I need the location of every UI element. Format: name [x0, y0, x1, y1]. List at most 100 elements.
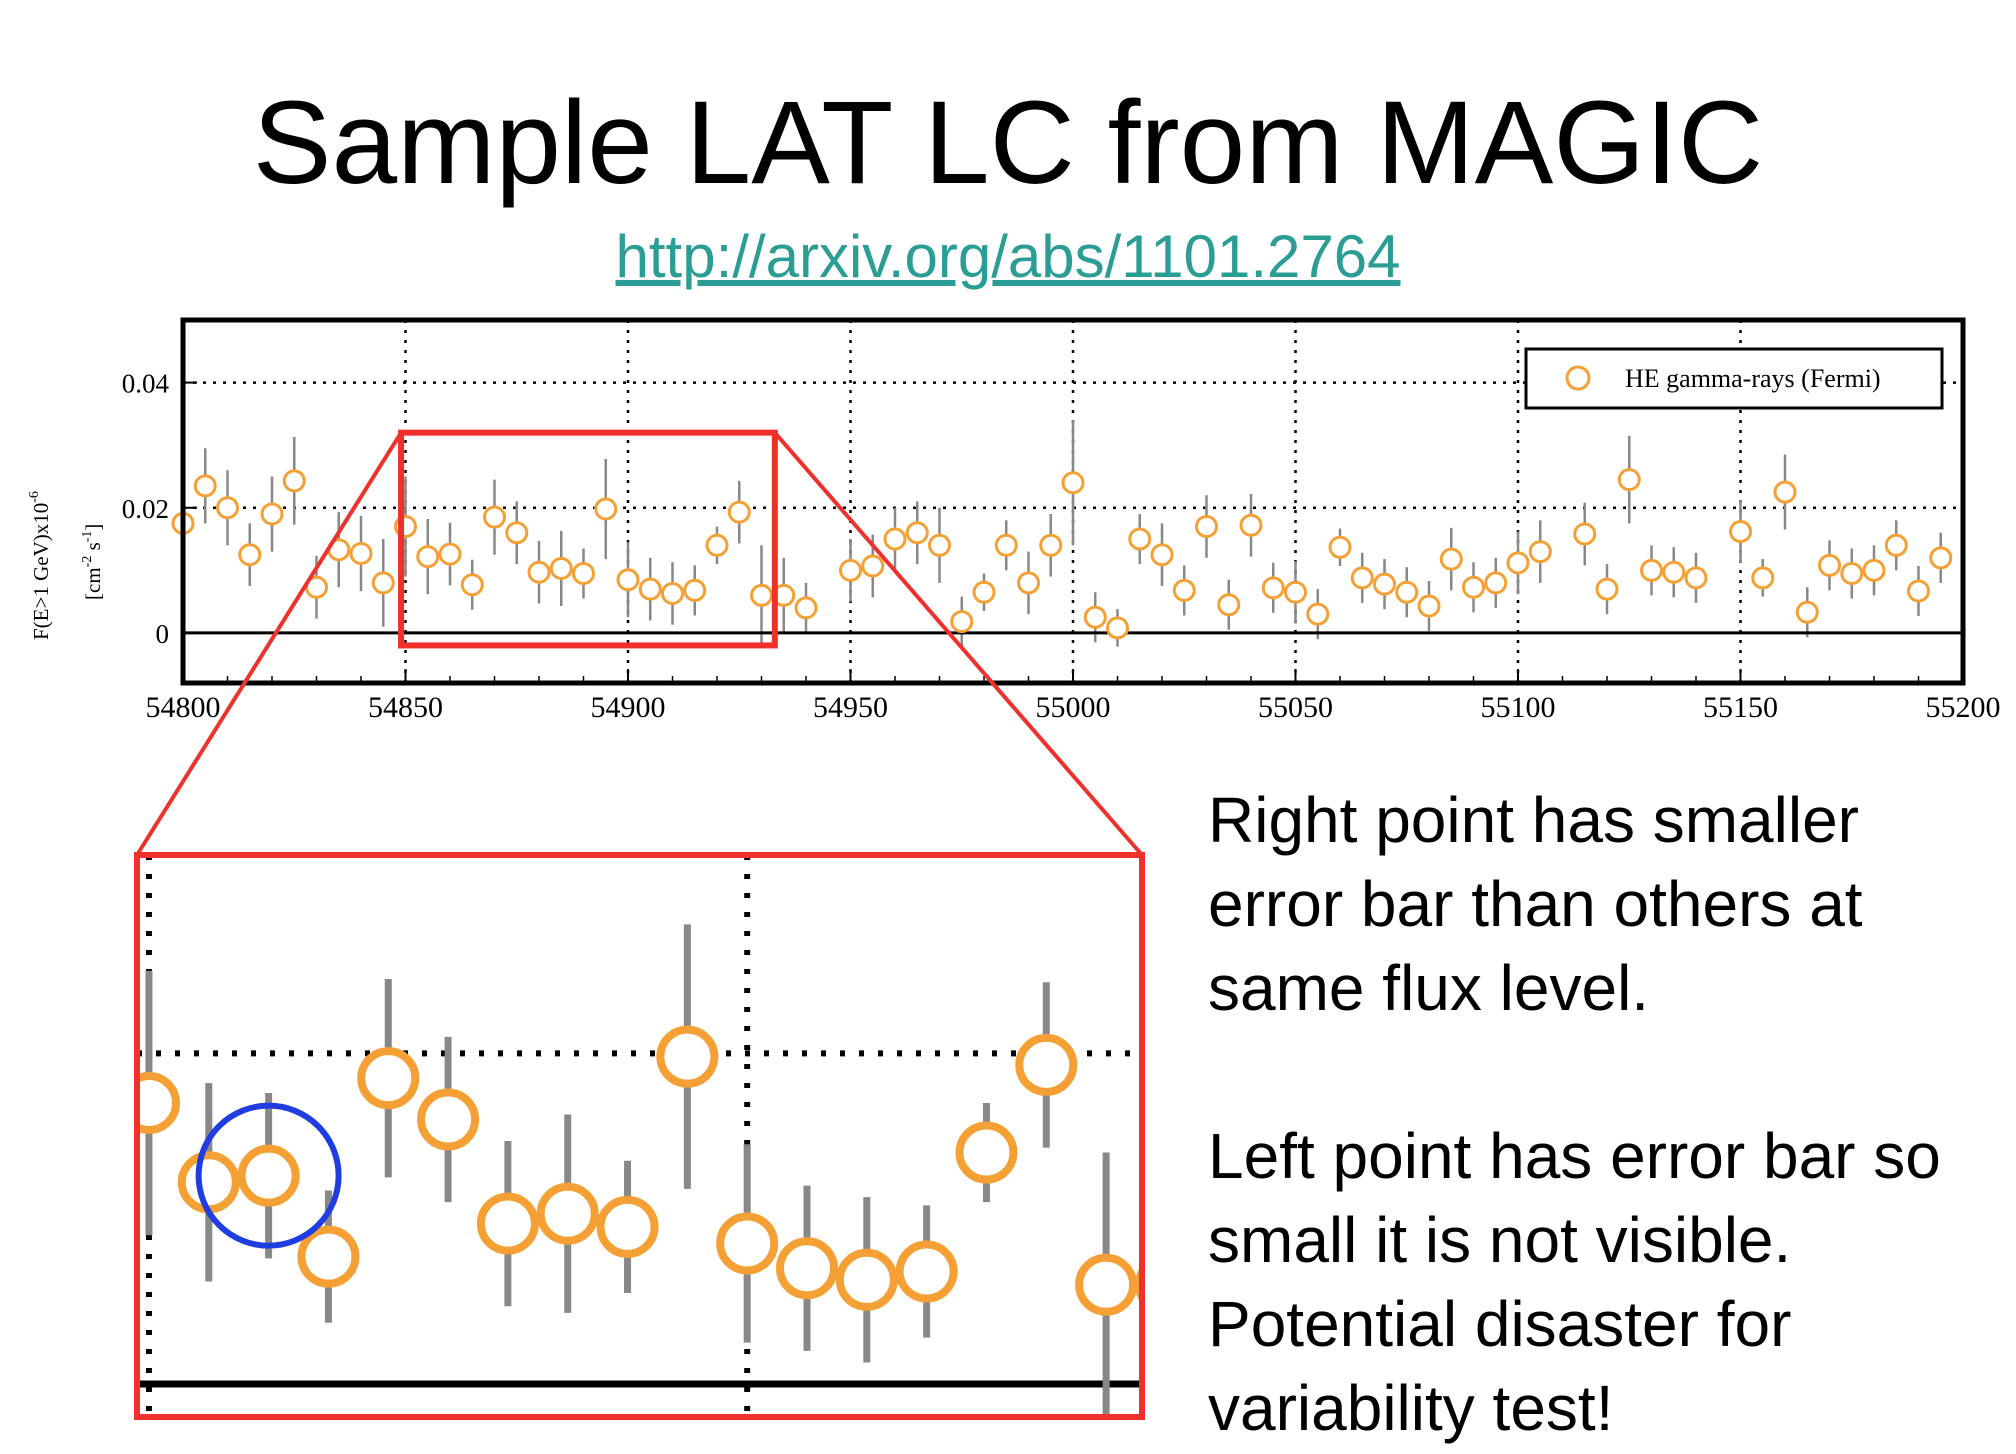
- legend-marker: [1565, 365, 1591, 391]
- data-point: [549, 556, 573, 580]
- x-tick-label: 55200: [1926, 691, 2001, 724]
- slide-title: Sample LAT LC from MAGIC: [252, 77, 1764, 209]
- data-point: [1350, 566, 1374, 590]
- data-point: [1172, 578, 1196, 602]
- data-point: [1506, 551, 1530, 575]
- inset-data-point: [177, 1151, 240, 1214]
- inset-data-point: [357, 1047, 420, 1110]
- data-point: [438, 542, 462, 566]
- highlight-circle: [195, 1102, 342, 1249]
- data-point: [1640, 558, 1663, 582]
- y-axis-units: [cm-2 s-1]: [80, 524, 105, 600]
- data-point: [794, 596, 818, 620]
- note-right-point: Right point has smaller error bar than o…: [1208, 784, 1863, 1024]
- data-point: [905, 521, 929, 545]
- data-point: [238, 543, 262, 567]
- annotation-notes: Right point has smaller error bar than o…: [1208, 778, 2008, 1450]
- data-point: [972, 580, 996, 604]
- inset-data-point: [297, 1225, 360, 1288]
- data-point: [260, 502, 284, 526]
- data-point: [1417, 594, 1441, 618]
- data-point: [994, 533, 1018, 557]
- inset-data-point: [955, 1121, 1018, 1184]
- inset-gridlines: [137, 855, 1142, 1417]
- data-point: [1484, 571, 1508, 595]
- data-point: [1195, 515, 1218, 539]
- data-point: [1306, 602, 1330, 626]
- note-left-point: Left point has error bar so small it is …: [1208, 1120, 1941, 1444]
- x-tick-labels: 54800 54850 54900 54950 55000 55050 55100 55150…: [146, 691, 2001, 724]
- data-point: [1751, 566, 1775, 590]
- data-point: [1328, 535, 1352, 559]
- x-tick-label: 55100: [1481, 691, 1556, 724]
- axis-ticks: [182, 381, 1964, 683]
- inset-data-point: [596, 1195, 659, 1258]
- data-point: [1462, 575, 1485, 599]
- inset-data-point: [895, 1240, 958, 1303]
- inset-data-point: [237, 1144, 300, 1207]
- data-point: [1773, 480, 1797, 504]
- data-point: [616, 568, 640, 592]
- zoom-inset-frame: [134, 852, 1145, 1420]
- inset-data-point: [716, 1212, 779, 1275]
- legend-label: HE gamma-rays (Fermi): [1625, 364, 1881, 393]
- inset-data-point: [1075, 1253, 1138, 1316]
- data-point: [861, 554, 885, 578]
- inset-data-point: [656, 1025, 719, 1088]
- y-axis-label: F(E>1 GeV)x10-6: [27, 491, 53, 640]
- data-point: [1106, 616, 1129, 640]
- data-point: [216, 496, 239, 520]
- data-point: [1795, 600, 1819, 624]
- legend-box: [1524, 347, 1944, 410]
- data-point: [1239, 513, 1263, 537]
- inset-data-points: [137, 1025, 1142, 1316]
- y-tick-label: 0.04: [122, 369, 170, 399]
- y-tick-label: 0.02: [122, 494, 169, 524]
- inset-annotations: [195, 1102, 342, 1249]
- inset-data-point: [137, 1071, 180, 1134]
- data-point: [1929, 546, 1953, 570]
- data-point: [928, 533, 951, 557]
- data-point: [1261, 576, 1285, 600]
- data-point: [572, 561, 595, 585]
- x-tick-label: 55050: [1258, 691, 1333, 724]
- y-tick-label: 0: [156, 619, 170, 649]
- arxiv-link[interactable]: http://arxiv.org/abs/1101.2764: [615, 223, 1401, 290]
- data-point: [349, 541, 373, 565]
- x-tick-label: 55150: [1703, 691, 1778, 724]
- data-point: [460, 573, 484, 597]
- data-point: [1884, 533, 1908, 557]
- data-point: [683, 578, 707, 602]
- inset-data-point: [536, 1182, 599, 1245]
- data-point: [1840, 561, 1864, 585]
- data-point: [527, 560, 551, 584]
- data-point: [1017, 571, 1040, 595]
- zoom-inset: [134, 852, 1145, 1420]
- main-data-points: [171, 468, 1953, 640]
- data-point: [1039, 533, 1063, 557]
- data-point: [839, 558, 862, 582]
- data-point: [505, 521, 529, 545]
- x-tick-label: 54900: [591, 691, 666, 724]
- zoom-connector-right: [773, 431, 1144, 857]
- data-point: [483, 505, 506, 529]
- data-point: [1573, 522, 1597, 546]
- data-point: [750, 583, 773, 607]
- light-curve-figure: 54800 54850 54900 54950 55000 55050 55100 55150…: [27, 317, 2001, 1420]
- data-point: [1439, 547, 1463, 571]
- data-point: [1217, 593, 1241, 617]
- data-point: [1128, 527, 1152, 551]
- data-point: [661, 582, 684, 606]
- inset-data-point: [417, 1088, 480, 1151]
- main-error-bars: [181, 420, 1942, 647]
- data-point: [883, 527, 907, 551]
- data-point: [1729, 520, 1752, 544]
- data-point: [1684, 566, 1708, 590]
- zoom-selection-box: [398, 429, 778, 649]
- data-point: [1595, 577, 1619, 601]
- data-point: [950, 610, 974, 634]
- data-point: [371, 571, 395, 595]
- data-point: [1395, 580, 1419, 604]
- inset-data-point: [776, 1237, 838, 1300]
- inset-data-point: [476, 1192, 539, 1255]
